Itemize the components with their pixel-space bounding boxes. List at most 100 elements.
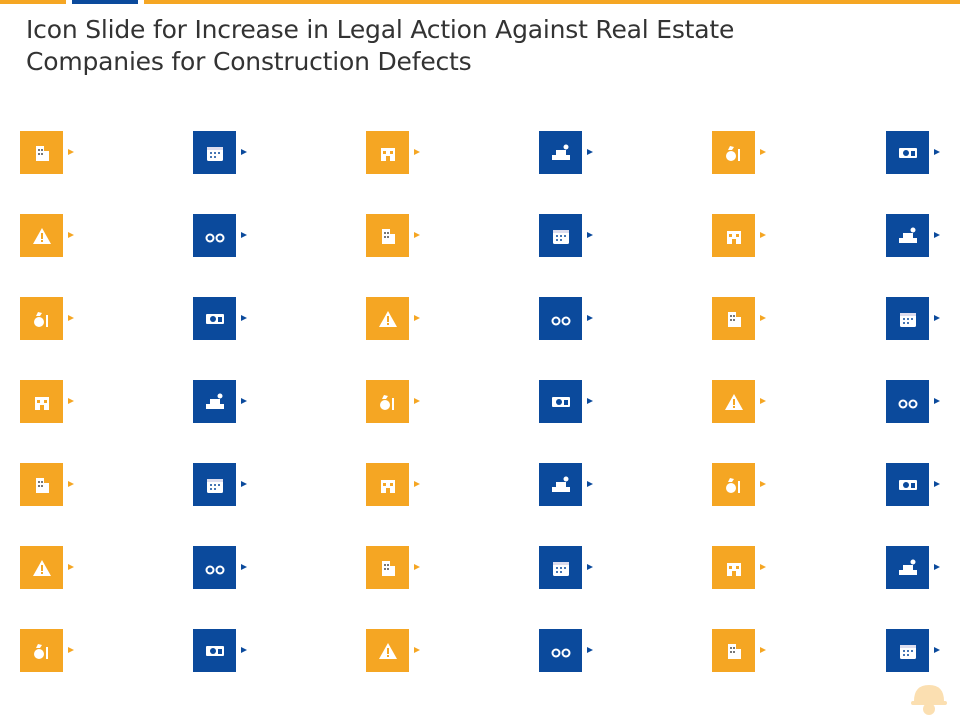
pointer-arrow-icon bbox=[414, 232, 420, 238]
pointer-arrow-icon bbox=[68, 232, 74, 238]
warning-icon bbox=[32, 227, 51, 244]
icon-tile bbox=[366, 214, 409, 257]
icon-tile bbox=[886, 629, 929, 672]
building-crane-icon bbox=[381, 560, 395, 576]
pointer-arrow-icon bbox=[414, 564, 420, 570]
org-chart-icon bbox=[205, 393, 224, 409]
pointer-arrow-icon bbox=[587, 564, 593, 570]
flyer-stack-icon bbox=[205, 565, 224, 574]
person-question-icon bbox=[381, 228, 395, 244]
icon-tile bbox=[539, 629, 582, 672]
pointer-arrow-icon bbox=[934, 232, 940, 238]
icon-tile bbox=[886, 546, 929, 589]
icon-tile bbox=[886, 380, 929, 423]
icon-tile bbox=[193, 297, 236, 340]
snowflake-network-icon bbox=[205, 313, 224, 324]
hard-hat-worker-icon bbox=[378, 642, 397, 659]
brain-gear-icon bbox=[724, 393, 743, 410]
document-list-icon bbox=[551, 396, 570, 407]
magnifier-chart-icon bbox=[727, 643, 741, 659]
pointer-arrow-icon bbox=[414, 398, 420, 404]
icon-tile bbox=[712, 380, 755, 423]
pointer-arrow-icon bbox=[68, 315, 74, 321]
icon-tile bbox=[886, 463, 929, 506]
pointer-arrow-icon bbox=[760, 647, 766, 653]
pointer-arrow-icon bbox=[760, 481, 766, 487]
pointer-arrow-icon bbox=[587, 398, 593, 404]
door-panel-icon bbox=[551, 476, 570, 492]
icon-tile bbox=[366, 546, 409, 589]
pointer-arrow-icon bbox=[241, 398, 247, 404]
icon-tile bbox=[366, 629, 409, 672]
icon-tile bbox=[20, 546, 63, 589]
title-line-1: Icon Slide for Increase in Legal Action … bbox=[26, 15, 735, 44]
head-idea-icon bbox=[725, 477, 740, 493]
icon-tile bbox=[712, 629, 755, 672]
pointer-arrow-icon bbox=[68, 481, 74, 487]
top-accent-bar-right bbox=[144, 0, 960, 4]
icon-tile bbox=[366, 297, 409, 340]
pointer-arrow-icon bbox=[587, 232, 593, 238]
office-building-icon bbox=[35, 145, 49, 161]
icon-tile bbox=[886, 297, 929, 340]
pointer-arrow-icon bbox=[68, 647, 74, 653]
icon-tile bbox=[539, 463, 582, 506]
icon-tile bbox=[539, 214, 582, 257]
pointer-arrow-icon bbox=[241, 481, 247, 487]
icon-tile bbox=[539, 297, 582, 340]
icon-tile bbox=[20, 463, 63, 506]
icon-tile bbox=[193, 463, 236, 506]
pointer-arrow-icon bbox=[934, 149, 940, 155]
pointer-arrow-icon bbox=[241, 564, 247, 570]
pointer-arrow-icon bbox=[68, 149, 74, 155]
icon-tile bbox=[20, 380, 63, 423]
icon-tile bbox=[712, 297, 755, 340]
building-block-icon bbox=[380, 147, 395, 161]
city-factory-icon bbox=[551, 316, 570, 325]
bridge-icon bbox=[380, 479, 395, 493]
icon-tile bbox=[193, 214, 236, 257]
worker-ladder-icon bbox=[898, 479, 917, 490]
icon-tile bbox=[539, 380, 582, 423]
icon-tile bbox=[20, 214, 63, 257]
icon-tile bbox=[20, 297, 63, 340]
engineer-icon bbox=[727, 311, 741, 327]
icon-tile bbox=[886, 214, 929, 257]
icon-tile bbox=[712, 131, 755, 174]
pointer-arrow-icon bbox=[587, 315, 593, 321]
icon-tile bbox=[193, 131, 236, 174]
pointer-arrow-icon bbox=[241, 232, 247, 238]
icon-tile bbox=[193, 380, 236, 423]
title-line-2: Companies for Construction Defects bbox=[26, 47, 472, 76]
icon-tile bbox=[20, 131, 63, 174]
calendar-icon bbox=[206, 146, 223, 161]
icon-tile bbox=[886, 131, 929, 174]
icon-tile bbox=[712, 546, 755, 589]
pointer-arrow-icon bbox=[760, 149, 766, 155]
pointer-arrow-icon bbox=[934, 315, 940, 321]
pointer-arrow-icon bbox=[68, 564, 74, 570]
buildings-icon bbox=[379, 394, 394, 410]
pointer-arrow-icon bbox=[414, 647, 420, 653]
tower-icon bbox=[378, 310, 397, 327]
document-chart-icon bbox=[551, 648, 570, 657]
pointer-arrow-icon bbox=[934, 564, 940, 570]
bar-growth-icon bbox=[726, 230, 741, 244]
couple-icon bbox=[32, 559, 51, 576]
pipe-icon bbox=[898, 399, 917, 408]
window-frame-icon bbox=[898, 559, 917, 575]
clipboard-icon bbox=[899, 312, 916, 327]
surveyor-icon bbox=[35, 477, 49, 493]
pointer-arrow-icon bbox=[934, 647, 940, 653]
icon-tile bbox=[366, 380, 409, 423]
top-accent-bar-blue bbox=[72, 0, 138, 4]
icon-tile bbox=[539, 546, 582, 589]
team-hierarchy-icon bbox=[34, 396, 49, 410]
growth-people-icon bbox=[726, 562, 741, 576]
icon-tile bbox=[539, 131, 582, 174]
pointer-arrow-icon bbox=[241, 315, 247, 321]
slide-title: Icon Slide for Increase in Legal Action … bbox=[26, 14, 926, 78]
pointer-arrow-icon bbox=[760, 398, 766, 404]
icon-tile bbox=[193, 629, 236, 672]
pointer-arrow-icon bbox=[68, 398, 74, 404]
